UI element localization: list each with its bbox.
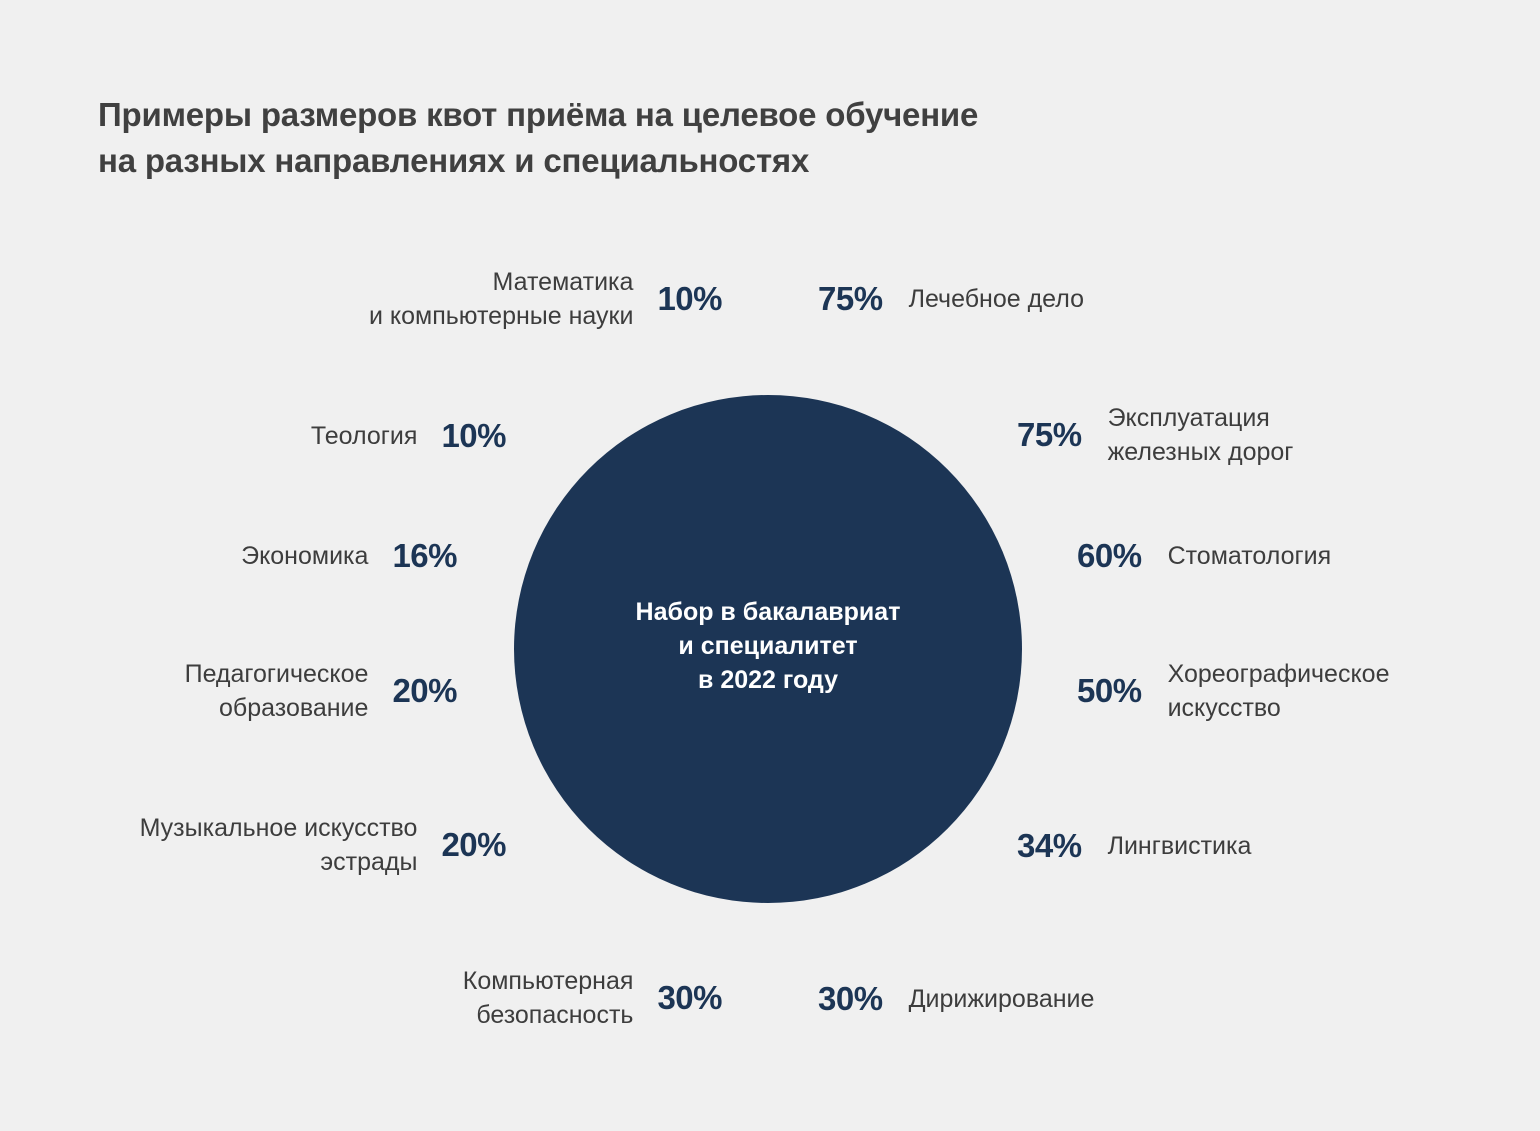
chart-title: Примеры размеров квот приёма на целевое … xyxy=(98,92,978,184)
quota-item-pedagogy: Педагогическое образование 20% xyxy=(185,657,458,725)
quota-name-line: Теология xyxy=(310,422,418,450)
quota-item-medicine: 75% Лечебное дело xyxy=(818,280,1084,318)
quota-name-line: Дирижирование xyxy=(908,985,1095,1013)
quota-value-label: 75% xyxy=(1017,416,1082,453)
quota-name-line: образование xyxy=(219,694,369,722)
quota-name-line: Стоматология xyxy=(1167,542,1332,570)
quota-name-line: железных дорог xyxy=(1107,438,1294,466)
quota-value-label: 30% xyxy=(818,980,883,1017)
quota-name: Хореографическое искусство xyxy=(1168,657,1390,725)
quota-name-line: Экономика xyxy=(241,542,369,570)
quota-name-line: Музыкальное искусство xyxy=(139,814,418,842)
center-label-line-3: в 2022 году xyxy=(698,666,838,694)
quota-name-line: Лингвистика xyxy=(1107,832,1252,860)
chart-title-line-1: Примеры размеров квот приёма на целевое … xyxy=(98,96,979,133)
quota-item-linguistics: 34% Лингвистика xyxy=(1017,827,1251,865)
quota-name-line: Хореографическое xyxy=(1167,660,1390,688)
center-circle: Набор в бакалавриат и специалитет в 2022… xyxy=(514,395,1022,903)
center-label-line-1: Набор в бакалавриат xyxy=(635,598,901,626)
quota-name: Музыкальное искусство эстрады xyxy=(140,811,418,879)
quota-value-label: 16% xyxy=(392,537,457,574)
chart-title-line-2: на разных направлениях и специальностях xyxy=(98,142,810,179)
quota-value-label: 75% xyxy=(818,280,883,317)
quota-name-line: и компьютерные науки xyxy=(369,302,634,330)
quota-value-label: 34% xyxy=(1017,827,1082,864)
quota-item-dentistry: 60% Стоматология xyxy=(1077,537,1331,575)
quota-name-line: Лечебное дело xyxy=(908,285,1085,313)
quota-value-label: 30% xyxy=(657,979,722,1016)
quota-name: Лингвистика xyxy=(1108,829,1252,863)
quota-value-label: 50% xyxy=(1077,672,1142,709)
quota-item-math: Математика и компьютерные науки 10% xyxy=(369,265,722,333)
quota-name-line: Компьютерная xyxy=(462,967,634,995)
quota-name: Дирижирование xyxy=(909,982,1095,1016)
quota-value-label: 60% xyxy=(1077,537,1142,574)
center-label-line-2: и специалитет xyxy=(678,632,858,660)
quota-name: Компьютерная безопасность xyxy=(463,964,634,1032)
quota-item-computer-security: Компьютерная безопасность 30% xyxy=(463,964,723,1032)
quota-value-label: 20% xyxy=(441,826,506,863)
quota-name-line: Эксплуатация xyxy=(1107,404,1270,432)
quota-item-railways: 75% Эксплуатация железных дорог xyxy=(1017,401,1293,469)
quota-name-line: Педагогическое xyxy=(184,660,369,688)
quota-item-pop-music: Музыкальное искусство эстрады 20% xyxy=(140,811,507,879)
quota-name: Теология xyxy=(311,419,418,453)
quota-name: Педагогическое образование xyxy=(185,657,369,725)
quota-name: Стоматология xyxy=(1168,539,1332,573)
quota-value-label: 10% xyxy=(441,417,506,454)
quota-item-economics: Экономика 16% xyxy=(241,537,457,575)
quota-name: Эксплуатация железных дорог xyxy=(1108,401,1294,469)
quota-value-label: 10% xyxy=(657,280,722,317)
quota-name: Математика и компьютерные науки xyxy=(369,265,633,333)
quota-value-label: 20% xyxy=(392,672,457,709)
quota-name: Лечебное дело xyxy=(909,282,1084,316)
center-label: Набор в бакалавриат и специалитет в 2022… xyxy=(514,595,1022,697)
quota-item-theology: Теология 10% xyxy=(311,417,507,455)
quota-name-line: эстрады xyxy=(320,848,418,876)
quota-item-conducting: 30% Дирижирование xyxy=(818,980,1094,1018)
quota-name: Экономика xyxy=(241,539,368,573)
quota-name-line: искусство xyxy=(1167,694,1281,722)
quota-name-line: Математика xyxy=(492,268,634,296)
quota-name-line: безопасность xyxy=(476,1001,634,1029)
quota-item-choreography: 50% Хореографическое искусство xyxy=(1077,657,1390,725)
